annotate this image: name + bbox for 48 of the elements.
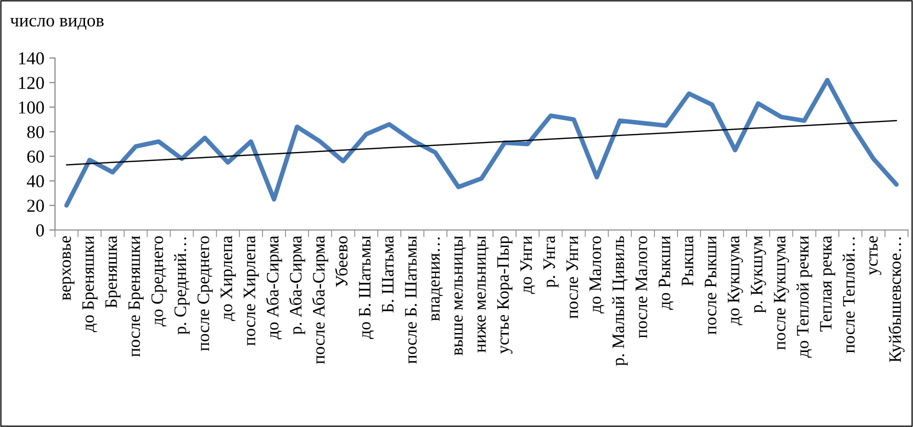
x-tick-label: до Хирлепа <box>220 236 236 322</box>
y-tick-label: 120 <box>19 76 44 90</box>
x-tick-label: после Бреняшки <box>128 236 144 357</box>
x-tick-label: р. Малый Цивиль <box>612 236 628 366</box>
x-tick-label: после Рыкши <box>704 236 716 334</box>
x-tick-label: р. Унга <box>543 236 559 288</box>
x-tick-label: Теплая речка <box>820 236 836 332</box>
x-tick-label: Убеево <box>334 236 348 287</box>
x-tick-label: р. Кукшум <box>750 236 766 313</box>
x-tick-label: до Бреняшки <box>82 236 98 332</box>
x-tick-label: р. Аба-Сирма <box>289 236 306 334</box>
y-tick-label: 80 <box>27 126 44 138</box>
x-tick-label: устье Кора-Пыр <box>497 236 512 354</box>
x-tick-label: выше мельницы <box>454 236 466 356</box>
x-tick-label: до Среднего <box>151 236 167 326</box>
line-series <box>64 78 899 208</box>
x-tick-label: впадения… <box>431 237 443 321</box>
y-tick-label: 60 <box>27 150 44 163</box>
x-tick-label: после Малого <box>636 236 648 338</box>
x-tick-label: ниже мельницы <box>477 236 490 352</box>
x-tick-label: устье <box>869 236 882 275</box>
x-tick-label: после Теплой… <box>842 237 855 354</box>
x-tick-label: до Кукшума <box>728 236 743 326</box>
x-tick-label: после Б. Шатьмы <box>405 236 417 364</box>
x-tick-label: до Аба-Сирма <box>266 236 282 340</box>
line-series <box>66 120 898 166</box>
x-tick-label: до Б. Шатьмы <box>359 236 374 339</box>
x-tick-label: верховье <box>62 236 74 300</box>
y-axis-title: число видов <box>10 18 104 30</box>
x-tick-label: р. Средний… <box>174 237 190 334</box>
y-tick-label: 20 <box>27 200 44 212</box>
x-tick-label: Куйбышевское… <box>888 237 905 362</box>
x-tick-label: после Кукшума <box>774 236 790 350</box>
x-tick-label: Рыкша <box>682 236 694 286</box>
x-tick-label: после Хирлепа <box>244 236 259 346</box>
x-tick-label: Бреняшка <box>105 236 121 308</box>
y-tick-label: 40 <box>26 175 44 188</box>
y-tick-label: 140 <box>19 52 44 64</box>
x-tick-label: после Аба-Сирма <box>312 236 328 364</box>
x-tick-label: после Среднего <box>198 236 213 351</box>
y-tick-label: 0 <box>36 224 44 236</box>
x-tick-label: до Малого <box>590 236 604 314</box>
x-tick-label: до Теплой речки <box>796 236 812 358</box>
x-tick-label: Б. Шатьма <box>382 236 394 313</box>
y-tick-label: 100 <box>19 101 44 114</box>
x-tick-label: до Рыкши <box>658 236 674 310</box>
x-tick-label: после Унги <box>566 236 578 319</box>
x-tick-label: до Унги <box>520 236 536 294</box>
